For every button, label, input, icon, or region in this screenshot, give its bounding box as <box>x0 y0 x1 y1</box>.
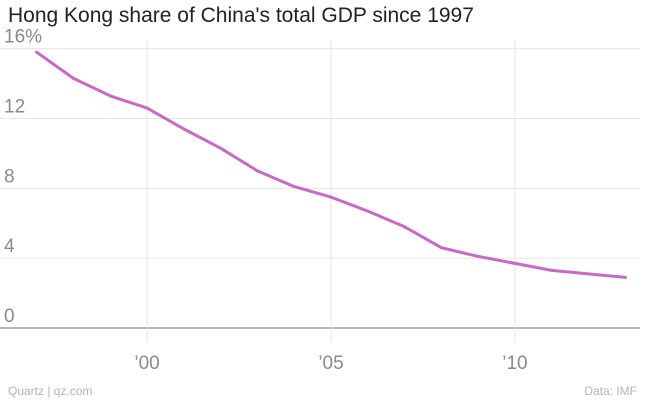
data-point <box>587 272 590 276</box>
data-point <box>219 146 223 150</box>
y-tick-labels: 0 4 8 12 16% <box>4 27 42 327</box>
data-point <box>329 195 333 199</box>
data-point <box>476 254 480 258</box>
y-tick-label: 8 <box>4 166 15 187</box>
y-tick-label: 16% <box>4 27 42 48</box>
source-label: Data: IMF <box>584 384 637 398</box>
data-point <box>623 275 627 279</box>
x-tick-label: ’10 <box>502 353 527 374</box>
x-tick-labels: ’00 ’05 ’10 <box>134 353 527 374</box>
x-tick-label: ’05 <box>318 353 343 374</box>
data-point <box>292 185 296 189</box>
data-point <box>439 246 443 250</box>
data-point <box>366 209 370 213</box>
data-point <box>108 94 112 98</box>
y-tick-label: 12 <box>4 97 25 118</box>
chart-title: Hong Kong share of China's total GDP sin… <box>8 4 474 27</box>
series-group <box>35 50 627 279</box>
x-tick-label: ’00 <box>134 353 159 374</box>
data-point <box>35 50 39 54</box>
x-gridlines <box>146 40 516 342</box>
y-gridlines <box>0 48 640 329</box>
y-tick-label: 4 <box>4 236 15 257</box>
data-point <box>182 127 186 131</box>
data-point <box>403 225 407 229</box>
credit-label: Quartz | qz.com <box>8 384 93 398</box>
y-tick-label: 0 <box>4 306 15 327</box>
data-point <box>72 76 75 80</box>
data-point <box>513 261 517 265</box>
data-point <box>255 169 259 173</box>
data-point <box>550 268 554 272</box>
data-point <box>145 106 149 110</box>
